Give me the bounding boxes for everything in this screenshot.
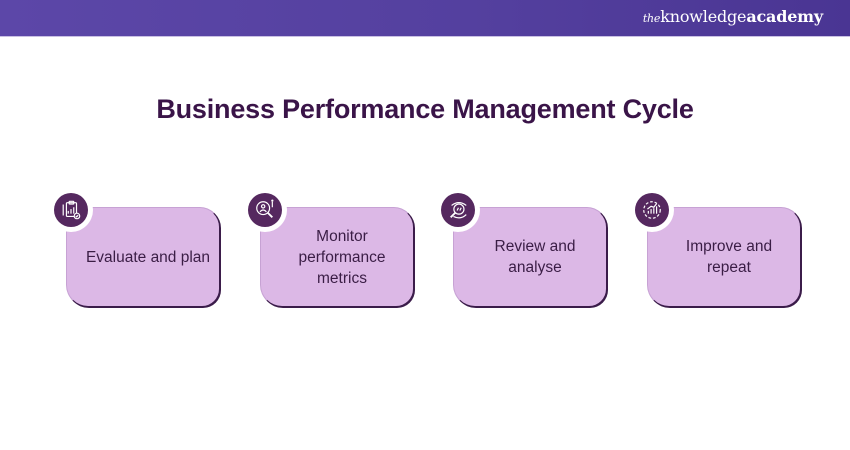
brand-logo[interactable]: theknowledgeacademy [643,7,823,26]
page-title: Business Performance Management Cycle [156,94,694,124]
step-card-review: Review and analyse [453,207,607,307]
step-icon-badge [630,188,674,232]
step-label: Improve and repeat [685,238,773,276]
step-icon-badge [436,188,480,232]
logo-part1: knowledge [660,7,747,26]
logo-prefix: the [642,12,661,25]
growth-cycle-icon [643,201,661,219]
step-card-improve: Improve and repeat [647,207,801,307]
header-bar: theknowledgeacademy [0,0,850,36]
logo-part2: academy [746,7,823,26]
step-label: Monitor performance metrics [298,227,386,287]
step-card-evaluate: Evaluate and plan [66,207,220,307]
step-icon-badge [243,188,287,232]
step-card-monitor: Monitor performance metrics [260,207,414,307]
step-label: Evaluate and plan [85,248,211,266]
step-icon-badge [49,188,93,232]
review-search-icon [450,202,467,219]
header-divider [0,36,850,37]
step-label: Review and analyse [494,238,576,276]
magnify-people-icon [256,199,274,218]
clipboard-chart-icon [62,200,81,220]
